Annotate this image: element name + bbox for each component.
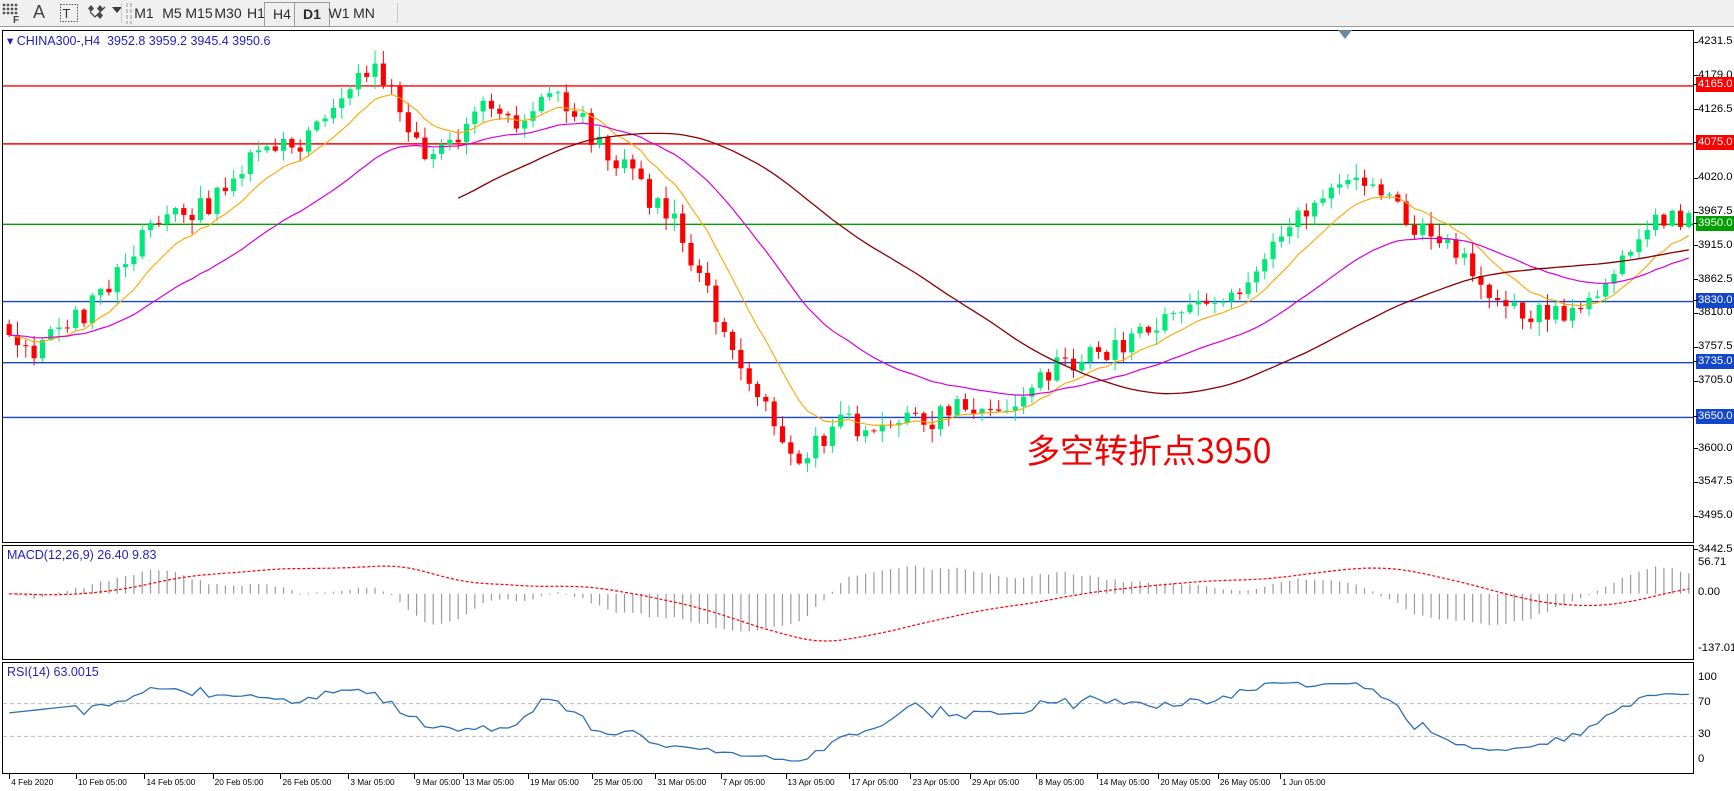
- svg-text:F: F: [13, 15, 19, 24]
- svg-text:T: T: [63, 6, 71, 21]
